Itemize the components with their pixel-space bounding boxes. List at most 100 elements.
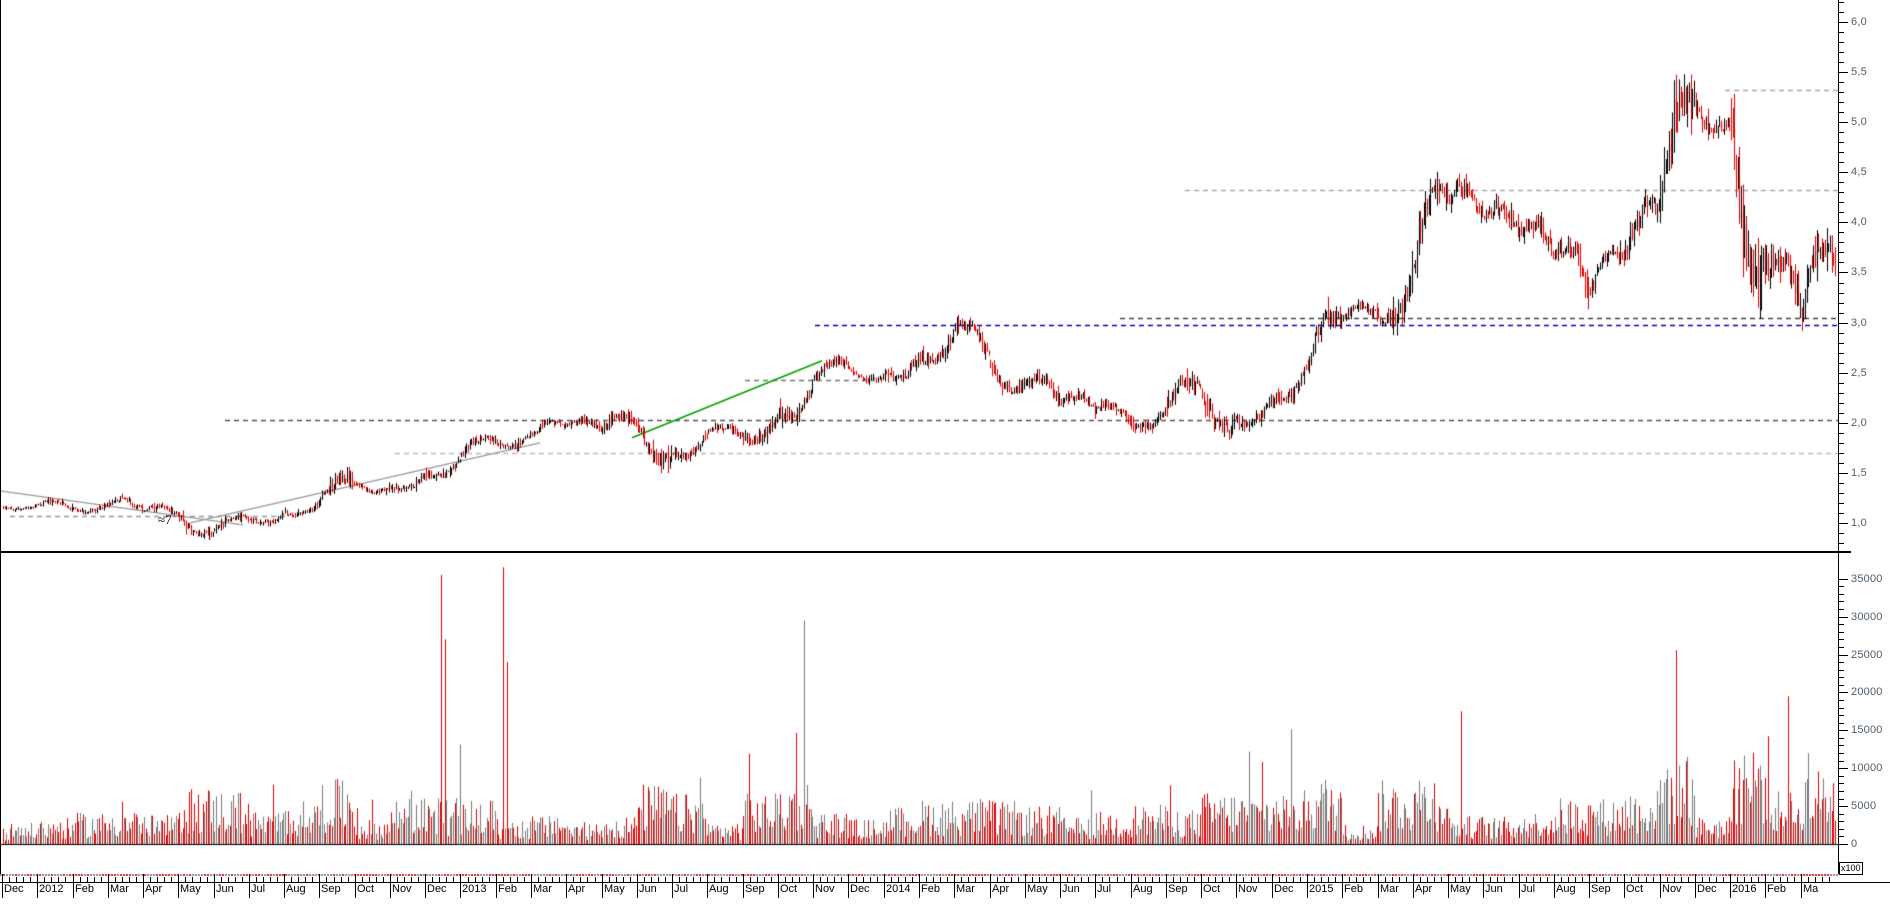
value-axis[interactable]: 6,0 5,5 5,0 4,5 4,0 3,5 3,0 2,5 2,0 1,5 1,0 35000 30… [0,0,1890,874]
time-axis-tick-minor [679,877,680,882]
value-axis-label: 4,5 [1851,166,1867,178]
time-axis-tick-minor [1497,877,1498,882]
time-axis-tick-minor [1406,877,1407,882]
time-axis-tick-minor [1540,877,1541,882]
time-axis-spine [0,882,1890,883]
time-axis-tick-minor [517,877,518,882]
time-axis-separator [1413,883,1414,898]
time-axis-tick-major [707,874,708,883]
time-axis-tick-minor [115,877,116,882]
value-axis-tick-major [1839,22,1848,23]
volume-axis-tick-minor [1839,745,1844,746]
value-axis-tick-minor [1839,533,1844,534]
time-axis-tick-minor [1265,877,1266,882]
time-axis-label: 2013 [462,883,487,895]
volume-axis-tick-minor [1839,609,1844,610]
time-axis-tick-minor [573,877,574,882]
value-axis-tick-major [1839,473,1848,474]
time-axis-tick-minor [1004,877,1005,882]
volume-chart-panel[interactable] [0,552,1838,874]
value-axis-tick-minor [1839,262,1844,263]
volume-axis-tick-minor [1839,586,1844,587]
time-axis-tick-minor [975,877,976,882]
time-axis-tick-minor [376,877,377,882]
time-axis-tick-major [355,874,356,883]
time-axis-tick-minor [700,877,701,882]
time-axis-tick-minor [827,877,828,882]
time-axis-label: Feb [921,883,940,895]
volume-axis-tick-minor [1839,639,1844,640]
time-axis-tick-minor [475,877,476,882]
time-axis-tick-minor [870,877,871,882]
volume-axis-tick-minor [1839,677,1844,678]
time-axis-tick-minor [1674,877,1675,882]
time-axis-tick-minor [270,877,271,882]
time-axis-label: Mar [533,883,552,895]
time-axis-tick-minor [658,877,659,882]
volume-axis-tick-minor [1839,799,1844,800]
time-axis-tick-minor [207,877,208,882]
price-candlestick-canvas[interactable] [0,0,1838,551]
value-axis-tick-minor [1839,182,1844,183]
time-axis-tick-minor [912,877,913,882]
time-axis-label: Sep [745,883,765,895]
time-axis-label: Feb [498,883,517,895]
volume-axis-tick-minor [1839,791,1844,792]
time-axis-separator [37,883,38,898]
time-axis-tick-minor [482,877,483,882]
time-axis-tick-minor [1370,877,1371,882]
time-axis-separator [1342,883,1343,898]
time-axis-separator [355,883,356,898]
time-axis-tick-minor [898,877,899,882]
price-chart-panel[interactable]: ≈7 [0,0,1838,551]
time-axis-tick-minor [1229,877,1230,882]
time-axis-separator [1236,883,1237,898]
time-axis-tick-minor [771,877,772,882]
value-axis-tick-minor [1839,403,1844,404]
value-axis-tick-minor [1839,82,1844,83]
value-axis-label: 3,5 [1851,266,1867,278]
time-axis-tick-major [1624,874,1625,883]
time-axis-tick-minor [23,877,24,882]
value-axis-tick-major [1839,272,1848,273]
value-axis-label: 2,5 [1851,367,1867,379]
time-axis-tick-major [108,874,109,883]
time-axis-separator [672,883,673,898]
value-axis-tick-minor [1839,132,1844,133]
time-axis-label: Dec [1274,883,1294,895]
time-axis-tick-minor [792,877,793,882]
time-axis-separator [1166,883,1167,898]
value-axis-tick-minor [1839,453,1844,454]
value-axis-tick-minor [1839,513,1844,514]
volume-bars-canvas[interactable] [0,552,1838,874]
time-axis-tick-major [672,874,673,883]
value-axis-tick-major [1839,72,1848,73]
volume-axis-tick-minor [1839,814,1844,815]
time-axis-tick-major [37,874,38,883]
time-axis-tick-major [425,874,426,883]
time-axis-tick-minor [80,877,81,882]
time-axis-tick-minor [411,877,412,882]
time-axis-label: Nov [815,883,835,895]
time-axis-tick-minor [1568,877,1569,882]
time-axis-tick-minor [510,877,511,882]
time-axis-label: Jun [1062,883,1080,895]
time-axis-tick-minor [644,877,645,882]
time-axis-tick-minor [595,877,596,882]
time-axis-tick-minor [150,877,151,882]
time-axis-tick-minor [171,877,172,882]
time-axis-tick-minor [1504,877,1505,882]
time-axis-separator [1448,883,1449,898]
time-axis[interactable]: Dec 2012 Feb Mar Apr May Jun Jul Aug Sep Oct Nov Dec… [0,874,1890,904]
value-axis-tick-minor [1839,32,1844,33]
volume-axis-label: 25000 [1851,649,1883,661]
time-axis-tick-minor [1709,877,1710,882]
value-axis-tick-minor [1839,303,1844,304]
value-axis-tick-minor [1839,152,1844,153]
time-axis-tick-minor [9,877,10,882]
time-axis-separator [460,883,461,898]
volume-axis-tick-minor [1839,753,1844,754]
time-axis-label: Nov [392,883,412,895]
time-axis-tick-minor [1638,877,1639,882]
time-axis-tick-minor [538,877,539,882]
